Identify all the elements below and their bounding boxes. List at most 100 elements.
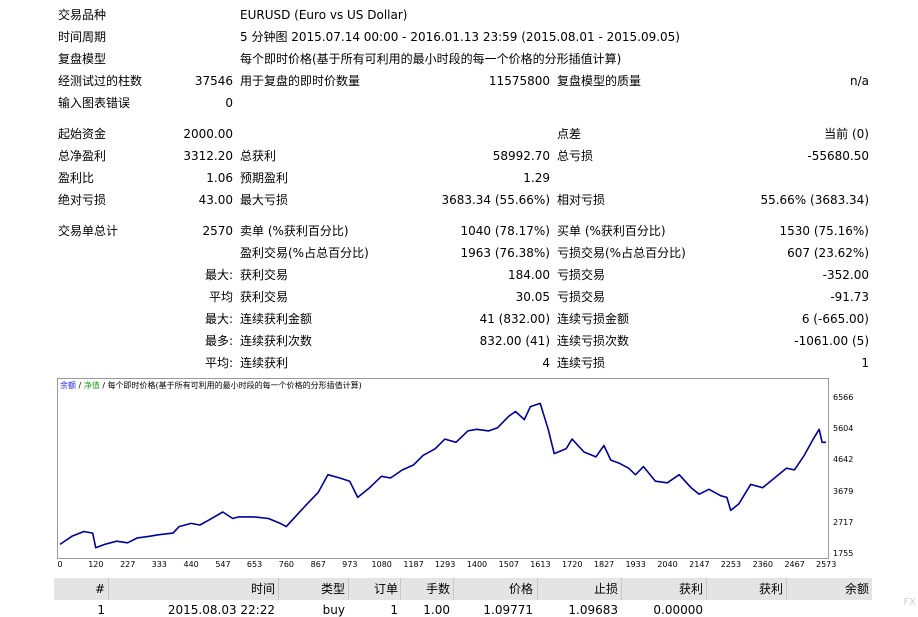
x-tick-label: 1720 [562, 560, 583, 569]
x-tick-label: 653 [246, 560, 263, 569]
total-trades-label: 交易单总计 [58, 224, 119, 238]
total-trades-value: 2570 [202, 224, 233, 238]
chart-legend: 余额 / 净值 / 每个即时价格(基于所有可利用的最小时段的每一个价格的分形插值… [60, 381, 362, 391]
column-divider [278, 578, 279, 600]
net-profit-value: 3312.20 [183, 149, 233, 163]
column-header[interactable]: 类型 [320, 582, 345, 596]
model-value: 每个即时价格(基于所有可利用的最小时段的每一个价格的分形插值计算) [240, 52, 622, 66]
max-consec-prefix: 最大: [204, 312, 233, 326]
x-tick-label: 0 [57, 560, 63, 569]
column-divider [621, 578, 622, 600]
gross-loss-label: 总亏损 [557, 149, 594, 163]
x-tick-label: 2253 [720, 560, 742, 569]
spread-label: 点差 [557, 127, 582, 141]
long-positions-label: 买单 (%获利百分比) [557, 224, 666, 238]
avg-consec-wins-value: 4 [542, 356, 550, 370]
legend-separator: / [76, 381, 84, 390]
maximal-consec-loss-label: 连续亏损次数 [557, 334, 630, 348]
abs-drawdown-value: 43.00 [198, 193, 233, 207]
x-tick-label: 2467 [784, 560, 805, 569]
column-divider [400, 578, 401, 600]
column-header[interactable]: 止损 [593, 582, 618, 596]
max-consec-losses-label: 连续亏损金额 [557, 312, 630, 326]
table-cell: 1.00 [423, 603, 450, 617]
spread-value: 当前 (0) [824, 127, 869, 141]
average-prefix: 平均 [208, 290, 233, 304]
balance-chart-plot [59, 402, 826, 549]
column-header[interactable]: 获利 [678, 582, 703, 596]
gross-profit-label: 总获利 [240, 149, 277, 163]
x-tick-label: 1187 [403, 560, 424, 569]
y-tick-label: 4642 [833, 455, 854, 465]
column-header[interactable]: 订单 [373, 582, 398, 596]
max-drawdown-label: 最大亏损 [240, 193, 289, 207]
legend-separator: / [99, 381, 108, 390]
y-tick-label: 5604 [833, 424, 854, 434]
maximal-consec-loss-value: -1061.00 (5) [794, 334, 869, 348]
max-consec-wins-value: 41 (832.00) [479, 312, 550, 326]
column-divider [108, 578, 109, 600]
avg-consec-prefix: 平均: [204, 356, 233, 370]
column-header[interactable]: 时间 [250, 582, 275, 596]
max-consec-losses-value: 6 (-665.00) [801, 312, 869, 326]
short-positions-value: 1040 (78.17%) [460, 224, 550, 238]
x-tick-label: 1293 [434, 560, 456, 569]
y-tick-label: 3679 [833, 486, 854, 496]
table-cell: 1 [390, 603, 398, 617]
bars-value: 37546 [194, 74, 233, 88]
column-divider [706, 578, 707, 600]
x-tick-label: 2573 [816, 560, 837, 569]
long-positions-value: 1530 (75.16%) [779, 224, 869, 238]
x-tick-label: 333 [151, 560, 167, 569]
short-positions-label: 卖单 (%获利百分比) [240, 224, 349, 238]
loss-trades-value: 607 (23.62%) [787, 246, 869, 260]
y-tick-label: 2717 [833, 517, 854, 527]
x-tick-label: 1933 [625, 560, 646, 569]
maximal-consec-profit-label: 连续获利次数 [240, 334, 313, 348]
rel-drawdown-value: 55.66% (3683.34) [760, 193, 869, 207]
ticks-value: 11575800 [488, 74, 550, 88]
largest-profit-label: 获利交易 [240, 268, 289, 282]
column-divider [453, 578, 454, 600]
column-divider [537, 578, 538, 600]
profit-trades-value: 1963 (76.38%) [460, 246, 550, 260]
balance-chart [57, 378, 829, 559]
column-divider [348, 578, 349, 600]
y-tick-label: 1755 [833, 549, 854, 558]
x-tick-label: 547 [215, 560, 231, 569]
x-tick-label: 1400 [466, 560, 488, 569]
x-tick-label: 1080 [371, 560, 392, 569]
table-cell: buy [322, 603, 345, 617]
avg-consec-losses-value: 1 [861, 356, 869, 370]
expected-payoff-label: 预期盈利 [240, 171, 289, 185]
column-header[interactable]: 手数 [425, 582, 450, 596]
profit-trades-label: 盈利交易(%占总百分比) [240, 246, 369, 260]
y-tick-label: 6566 [833, 393, 854, 402]
column-header[interactable]: 价格 [508, 582, 533, 596]
period-value: 5 分钟图 2015.07.14 00:00 - 2016.01.13 23:5… [240, 30, 680, 44]
table-cell: 1.09771 [483, 603, 533, 617]
average-loss-value: -91.73 [830, 290, 869, 304]
rel-drawdown-label: 相对亏损 [557, 193, 606, 207]
column-header[interactable]: # [94, 582, 105, 596]
gross-profit-value: 58992.70 [492, 149, 550, 163]
average-profit-value: 30.05 [515, 290, 550, 304]
symbol-value: EURUSD (Euro vs US Dollar) [240, 8, 408, 22]
profit-factor-value: 1.06 [206, 171, 233, 185]
symbol-label: 交易品种 [58, 8, 107, 22]
legend-model: 每个即时价格(基于所有可利用的最小时段的每一个价格的分形插值计算) [107, 381, 362, 390]
balance-line [59, 402, 826, 549]
period-label: 时间周期 [58, 30, 107, 44]
x-tick-label: 973 [342, 560, 358, 569]
gross-loss-value: -55680.50 [807, 149, 869, 163]
errors-label: 输入图表错误 [58, 96, 131, 110]
x-tick-label: 2360 [752, 560, 773, 569]
max-drawdown-value: 3683.34 (55.66%) [441, 193, 550, 207]
x-tick-label: 760 [278, 560, 295, 569]
column-header[interactable]: 获利 [758, 582, 783, 596]
x-tick-label: 120 [88, 560, 104, 569]
avg-consec-losses-label: 连续亏损 [557, 356, 606, 370]
x-tick-label: 227 [120, 560, 136, 569]
maximal-consec-profit-value: 832.00 (41) [479, 334, 550, 348]
column-header[interactable]: 余额 [844, 582, 869, 596]
